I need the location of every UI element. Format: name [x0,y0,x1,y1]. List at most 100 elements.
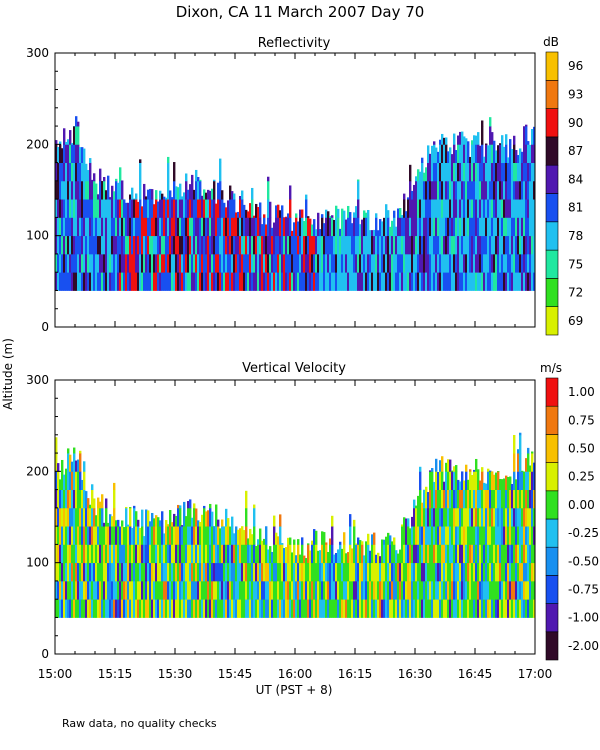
vertical-velocity-cell [435,471,438,490]
vertical-velocity-cell [525,562,528,582]
reflectivity-cell [57,146,60,163]
reflectivity-cell [63,272,66,291]
reflectivity-cell [155,190,158,200]
reflectivity-cell [345,253,348,273]
reflectivity-cell [373,235,376,255]
reflectivity-cell [467,141,470,145]
vertical-velocity-cell [355,599,358,618]
vertical-velocity-cell [77,562,80,582]
vertical-velocity-cell [177,507,180,527]
reflectivity-cell [87,199,90,218]
vertical-velocity-cell [529,489,532,509]
vertical-velocity-cell [357,537,360,545]
vertical-velocity-cell [279,514,282,527]
vertical-velocity-cell [183,544,186,564]
vertical-velocity-cell [89,562,92,582]
reflectivity-cell [349,272,352,291]
vertical-velocity-cell [169,580,172,600]
vertical-velocity-cell [429,544,432,564]
vertical-velocity-cell [531,471,534,490]
vertical-velocity-cell [403,526,406,545]
vertical-velocity-cell [389,544,392,564]
vertical-velocity-cell [475,599,478,618]
vertical-velocity-cell [215,580,218,600]
vertical-velocity-cell [371,544,374,564]
vertical-velocity-cell [79,580,82,600]
reflectivity-cell [477,162,480,182]
reflectivity-cell [387,253,390,273]
reflectivity-cell [525,162,528,182]
reflectivity-cell [457,253,460,273]
reflectivity-cell [349,253,352,273]
vertical-velocity-cell [325,562,328,582]
vertical-velocity-cell [187,526,190,545]
vertical-velocity-cell [481,562,484,582]
reflectivity-cell [393,210,396,218]
reflectivity-cell [215,272,218,291]
vertical-velocity-cell [197,580,200,600]
vertical-velocity-cell [293,544,296,564]
reflectivity-cell [419,253,422,273]
reflectivity-cell [67,139,70,145]
vertical-velocity-cell [463,507,466,527]
vertical-velocity-cell [443,544,446,564]
reflectivity-cell [521,162,524,182]
vertical-velocity-cell [71,507,74,527]
vertical-velocity-cell [331,599,334,618]
vertical-velocity-cell [67,544,70,564]
vertical-velocity-cell [209,599,212,618]
vertical-velocity-cell [427,580,430,600]
reflectivity-cell [199,253,202,273]
reflectivity-cell [305,199,308,218]
reflectivity-cell [221,253,224,273]
vertical-velocity-cell [289,562,292,582]
vertical-velocity-cell [501,479,504,490]
vertical-velocity-cell [507,489,510,509]
vertical-velocity-cell [473,562,476,582]
reflectivity-cell [247,217,250,237]
vertical-velocity-cell [421,502,424,509]
reflectivity-cell [357,179,360,182]
reflectivity-cell [207,189,210,200]
vertical-velocity-cell [527,489,530,509]
reflectivity-cell [425,253,428,273]
reflectivity-cell [155,217,158,237]
vertical-velocity-cell [197,599,200,618]
reflectivity-cell [81,253,84,273]
vertical-velocity-cell [307,562,310,582]
reflectivity-cell [355,206,358,218]
reflectivity-cell [205,253,208,273]
vertical-velocity-cell [413,599,416,618]
vertical-velocity-y-tick-label: 200 [26,464,49,478]
vertical-velocity-cell [491,599,494,618]
vertical-velocity-cell [267,599,270,618]
reflectivity-cell [365,235,368,255]
reflectivity-cell [529,180,532,200]
reflectivity-cell [277,204,280,218]
reflectivity-cell [239,272,242,291]
reflectivity-cell [399,208,402,218]
reflectivity-cell [471,140,474,145]
reflectivity-cell [397,208,400,218]
reflectivity-cell [237,211,240,218]
vertical-velocity-cell [385,599,388,618]
reflectivity-cell [177,217,180,237]
vertical-velocity-cell [323,562,326,582]
reflectivity-cell [107,217,110,237]
reflectivity-colorbar-unit: dB [543,35,559,49]
reflectivity-cell [457,235,460,255]
reflectivity-cell [161,272,164,291]
vertical-velocity-cell [141,526,144,545]
reflectivity-cell [91,217,94,237]
reflectivity-cell [467,162,470,182]
reflectivity-cell [405,217,408,237]
reflectivity-cell [499,144,502,163]
vertical-velocity-cell [179,526,182,545]
reflectivity-cell [295,213,298,218]
reflectivity-cell [71,199,74,218]
reflectivity-cell [109,272,112,291]
vertical-velocity-cell [71,471,74,490]
vertical-velocity-cell [155,562,158,582]
reflectivity-cell [75,180,78,200]
reflectivity-cell [447,151,450,163]
